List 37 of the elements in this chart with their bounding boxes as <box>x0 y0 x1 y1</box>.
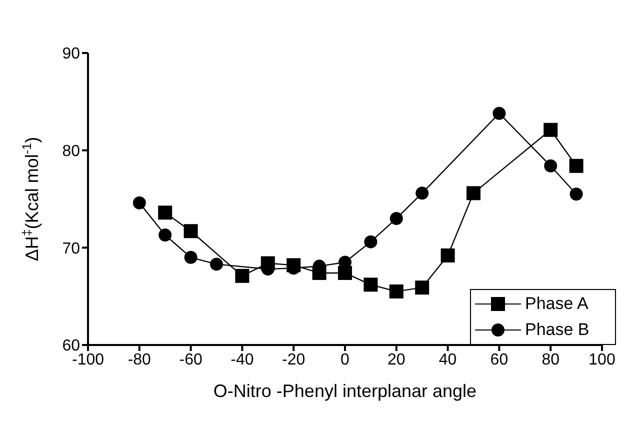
point <box>544 122 558 137</box>
x-tick-label: -40 <box>230 351 254 368</box>
x-tick-label: 80 <box>542 351 560 368</box>
legend-label: Phase B <box>525 320 590 340</box>
point <box>569 158 584 173</box>
x-tick-label: -20 <box>282 351 306 368</box>
point <box>570 188 583 201</box>
point <box>210 258 223 271</box>
x-axis-title: O-Nitro -Phenyl interplanar angle <box>213 381 477 401</box>
point <box>492 106 506 120</box>
x-tick-label: 100 <box>588 351 616 368</box>
y-tick-label: 70 <box>62 240 80 258</box>
point <box>338 266 352 280</box>
x-tick-label: -80 <box>128 351 152 368</box>
point <box>390 212 403 225</box>
x-tick-label: 20 <box>388 351 406 368</box>
point <box>415 280 430 295</box>
x-tick-label: 60 <box>490 351 508 368</box>
point <box>235 268 250 283</box>
point <box>364 278 378 292</box>
point <box>416 186 429 200</box>
x-tick-label: -60 <box>179 351 202 368</box>
legend-label: Phase A <box>525 294 588 314</box>
point <box>544 159 558 172</box>
x-tick-label: 40 <box>438 351 457 368</box>
point <box>184 224 198 238</box>
point <box>132 196 146 210</box>
point <box>466 186 480 200</box>
point <box>440 248 455 262</box>
point <box>184 250 198 264</box>
point <box>364 235 378 248</box>
point <box>158 228 172 242</box>
point <box>158 206 172 220</box>
y-tick-label: 80 <box>62 143 80 160</box>
point <box>389 284 404 298</box>
x-tick-label: 0 <box>340 351 350 368</box>
y-tick-label: 90 <box>62 46 80 63</box>
